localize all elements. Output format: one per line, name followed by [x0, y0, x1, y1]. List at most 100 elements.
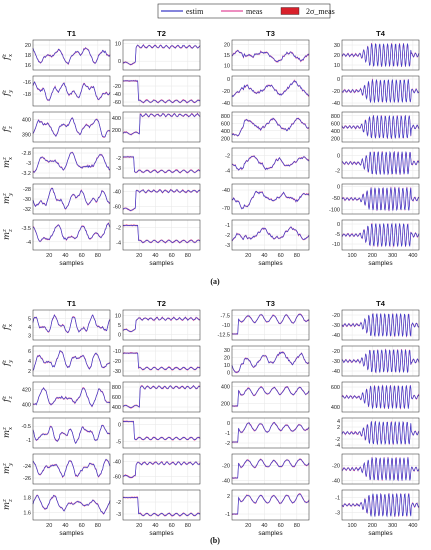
sigma-band — [123, 420, 200, 441]
plot-area — [123, 220, 200, 250]
panel-T4-f_x^z: 10 20 30 — [334, 39, 420, 71]
y-tick-label: -60 — [113, 100, 121, 106]
y-tick-label: -30 — [332, 323, 340, 329]
plot-frame — [32, 183, 111, 215]
y-tick-label: 10 — [115, 314, 121, 320]
y-tick-label: -2 — [116, 500, 121, 506]
panel-T3-m_x^z: -2 -4 — [225, 147, 310, 179]
plot-frame — [122, 75, 201, 107]
plot-frame — [32, 309, 111, 341]
panel-T1-f_x^z: 16 18 20 — [25, 39, 111, 71]
panel-T2-m_z^z: -2 -4 20 40 60 80 samples — [116, 219, 201, 267]
plot-area — [232, 454, 309, 484]
y-tick-label: 390 — [22, 133, 31, 139]
plot-frame — [122, 381, 201, 413]
series-estim — [341, 313, 420, 338]
y-tick-label: -40 — [222, 188, 230, 194]
series-estim — [231, 351, 310, 373]
plot-frame — [341, 381, 420, 413]
plot-area — [232, 148, 309, 178]
y-tick-label: 0 — [337, 77, 340, 83]
y-tick-label: -70 — [222, 206, 230, 212]
series-meas — [32, 222, 111, 242]
y-tick-label: -2 — [116, 226, 121, 232]
panel-T4-f_y^z: 0 -20 -40 — [332, 75, 420, 107]
row-label: fzx — [2, 53, 14, 61]
y-tick-label: 400 — [112, 405, 121, 411]
series-estim — [122, 113, 201, 135]
y-tick-label: -40 — [332, 333, 340, 339]
column-title: T2 — [157, 299, 166, 308]
x-tick-label: 80 — [294, 253, 300, 259]
y-tick-label: 2 — [337, 425, 340, 431]
series-estim — [341, 457, 420, 482]
y-tick-label: 800 — [331, 114, 340, 120]
x-tick-label: 80 — [185, 523, 191, 529]
y-tick-label: 400 — [221, 384, 230, 390]
y-tick-label: 0 — [337, 184, 340, 190]
plot-frame — [341, 183, 420, 215]
y-tick-label: -0.5 — [22, 424, 31, 430]
x-tick-label: 60 — [278, 253, 284, 259]
panel-T2-m_x^z: -2 -3 — [116, 147, 201, 179]
y-tick-label: -20 — [332, 89, 340, 95]
plot-frame — [231, 147, 310, 179]
series-estim — [123, 156, 201, 173]
y-tick-label: -4 — [335, 443, 340, 449]
series-estim — [32, 425, 111, 444]
y-tick-label: -3 — [116, 166, 121, 172]
y-tick-label: -10 — [113, 349, 121, 355]
y-tick-label: 0 — [227, 370, 230, 376]
x-tick-label: 400 — [408, 253, 417, 259]
y-tick-label: -30 — [113, 369, 121, 375]
series-estim — [32, 387, 111, 408]
y-tick-label: -1 — [225, 223, 230, 229]
series-estim — [231, 80, 310, 98]
series-estim — [32, 117, 111, 138]
series-estim — [123, 80, 201, 103]
plot-frame — [32, 489, 111, 521]
series-estim — [32, 151, 111, 173]
y-tick-label: -2 — [116, 156, 121, 162]
panel-T4-f_y^z: -20 -30 -40 — [332, 345, 420, 377]
y-tick-label: 200 — [221, 136, 230, 142]
plot-area — [232, 346, 309, 376]
y-tick-label: -60 — [113, 475, 121, 481]
panel-T2-m_x^z: 0 -5 — [116, 417, 201, 449]
x-tick-label: 20 — [245, 253, 251, 259]
series-estim — [32, 187, 111, 210]
x-tick-label: 40 — [261, 253, 267, 259]
y-tick-label: -3.2 — [22, 171, 31, 177]
x-axis-label: samples — [258, 260, 283, 267]
plot-frame — [32, 111, 111, 143]
plot-frame — [32, 219, 111, 251]
plot-frame — [231, 183, 310, 215]
x-tick-label: 100 — [348, 523, 357, 529]
y-tick-label: -20 — [222, 89, 230, 95]
y-tick-label: 600 — [112, 395, 121, 401]
row-label: mzy — [2, 462, 14, 474]
plot-frame — [122, 453, 201, 485]
series-estim — [231, 226, 310, 242]
plot-frame — [122, 111, 201, 143]
y-tick-label: 1.8 — [23, 496, 31, 502]
y-tick-label: 10 — [334, 63, 340, 69]
x-tick-label: 40 — [152, 253, 158, 259]
series-estim — [123, 352, 201, 370]
row-label: fzz — [2, 396, 14, 403]
panel-T1-f_z^z: 390 400 — [22, 111, 111, 143]
y-tick-label: 6 — [28, 349, 31, 355]
x-axis-label: samples — [258, 530, 283, 537]
panel-T1-m_z^z: -3.5 -4 20 40 60 80 samples — [22, 219, 111, 267]
series-estim — [32, 459, 111, 478]
plot-frame — [341, 309, 420, 341]
series-estim — [341, 79, 420, 104]
y-tick-label: 30 — [334, 43, 340, 49]
y-tick-label: -20 — [113, 359, 121, 365]
x-tick-label: 60 — [79, 253, 85, 259]
plot-area — [123, 418, 200, 448]
legend-label: meas — [246, 7, 262, 16]
panel-T1-f_y^z: -16 -18 — [23, 75, 111, 107]
series-estim — [232, 458, 310, 479]
